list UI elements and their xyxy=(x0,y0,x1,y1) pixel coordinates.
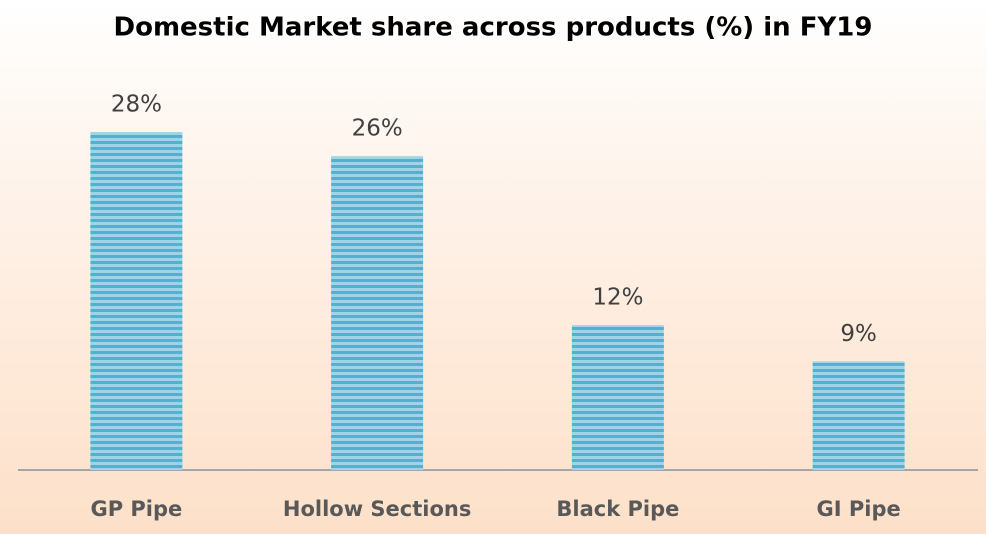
value-label: 12% xyxy=(592,285,643,311)
value-label: 9% xyxy=(840,321,877,347)
x-tick-label: Black Pipe xyxy=(556,497,679,521)
bar xyxy=(331,156,424,470)
value-label: 26% xyxy=(352,116,403,142)
chart-title: Domestic Market share across products (%… xyxy=(114,13,873,43)
value-label: 28% xyxy=(111,92,162,118)
x-tick-label: GP Pipe xyxy=(90,497,182,521)
bar xyxy=(812,361,905,470)
bar xyxy=(571,325,664,470)
x-tick-label: GI Pipe xyxy=(817,497,901,521)
bar xyxy=(90,132,183,471)
x-tick-label: Hollow Sections xyxy=(283,497,471,521)
